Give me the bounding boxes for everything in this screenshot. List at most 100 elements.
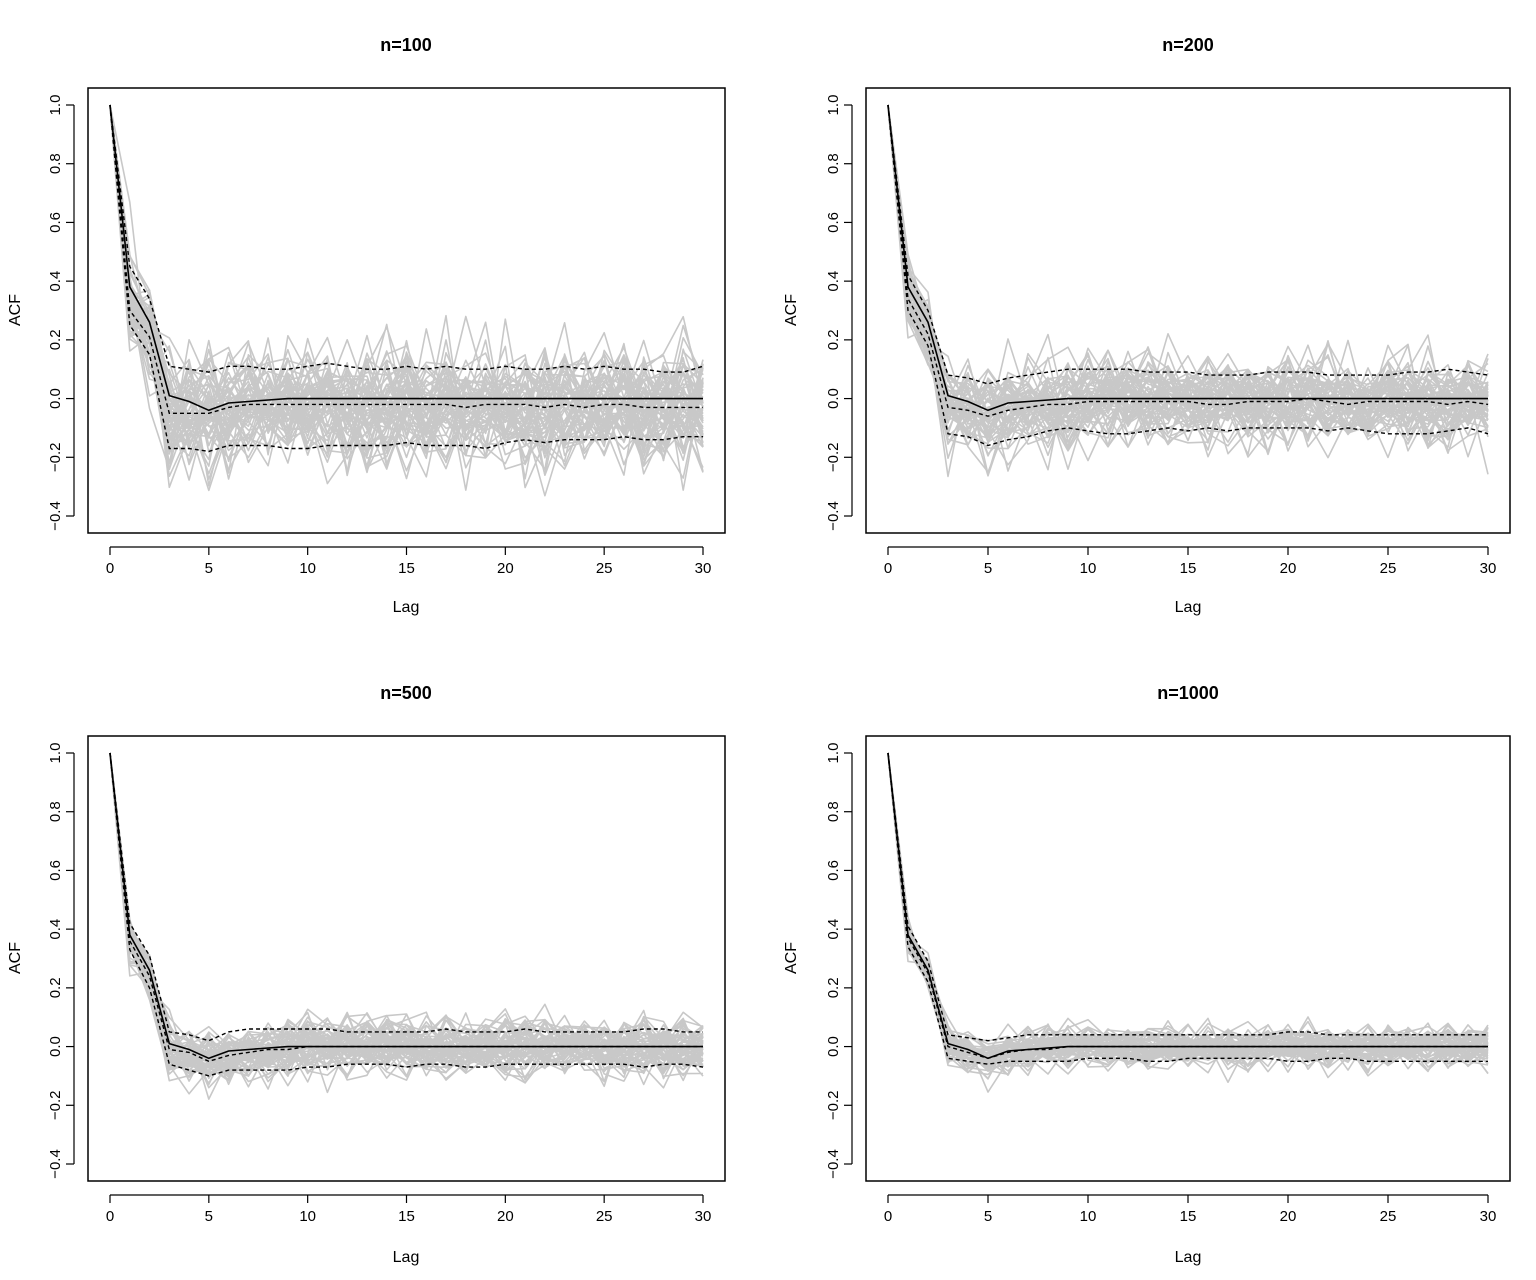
y-tick-label: 0.2 xyxy=(47,329,64,350)
simulation-line xyxy=(887,752,1489,1066)
simulation-line xyxy=(887,752,1489,1066)
upper-band-line xyxy=(887,104,1489,385)
x-tick-label: 25 xyxy=(596,560,613,577)
simulation-line xyxy=(887,752,1489,1080)
y-tick-label: 0.6 xyxy=(825,212,842,233)
simulation-line xyxy=(109,752,704,1076)
x-tick-label: 5 xyxy=(205,560,213,577)
simulation-line xyxy=(887,752,1489,1079)
mean-acf-line xyxy=(109,104,703,412)
lower-band-line xyxy=(109,104,703,453)
y-tick-label: −0.2 xyxy=(825,1090,842,1120)
simulation-line xyxy=(887,752,1489,1070)
y-tick-label: 1.0 xyxy=(47,743,64,764)
median-band-line xyxy=(887,752,1488,1060)
median-band-line xyxy=(887,104,1489,417)
simulation-line xyxy=(887,752,1489,1072)
y-tick-label: −0.4 xyxy=(47,1149,64,1179)
simulation-line xyxy=(109,752,704,1083)
x-tick-label: 0 xyxy=(106,560,114,577)
simulation-line xyxy=(887,104,1489,437)
x-tick-label: 15 xyxy=(398,1208,415,1225)
mean-acf-line xyxy=(109,752,703,1060)
y-tick-label: 1.0 xyxy=(825,743,842,764)
simulation-line xyxy=(887,752,1489,1072)
lower-band-line xyxy=(109,752,704,1077)
simulation-line xyxy=(887,752,1489,1063)
y-axis-label: ACF xyxy=(783,942,800,974)
upper-band-line xyxy=(109,104,704,373)
upper-band-line xyxy=(887,752,1488,1042)
panel-title: n=1000 xyxy=(1157,683,1219,703)
y-tick-label: 0.8 xyxy=(47,801,64,822)
y-tick-label: 0.4 xyxy=(47,271,64,292)
simulation-line xyxy=(887,752,1489,1059)
y-tick-label: 0.8 xyxy=(825,801,842,822)
y-tick-label: 0.0 xyxy=(47,388,64,409)
y-axis-label: ACF xyxy=(7,942,24,974)
y-tick-label: 0.0 xyxy=(47,1036,64,1057)
x-tick-label: 25 xyxy=(1380,1208,1397,1225)
simulation-line xyxy=(887,752,1489,1069)
mean-acf-line xyxy=(887,752,1488,1060)
panel-n1000: n=1000 Lag ACF 0 5 10 15 20 25 30 −0.4 −0.2 0.0 0.… xyxy=(783,683,1511,1266)
simulation-line xyxy=(887,752,1489,1065)
x-tick-label: 15 xyxy=(1180,560,1197,577)
simulation-line xyxy=(887,752,1489,1070)
lower-band-line xyxy=(887,752,1488,1065)
simulation-line xyxy=(887,752,1489,1072)
simulation-line xyxy=(887,752,1489,1073)
simulation-line xyxy=(887,752,1489,1072)
y-tick-label: 0.6 xyxy=(825,860,842,881)
simulation-line xyxy=(109,752,704,1076)
x-tick-label: 0 xyxy=(884,560,892,577)
simulation-line xyxy=(887,104,1489,458)
x-tick-label: 30 xyxy=(1480,1208,1497,1225)
y-tick-label: 0.6 xyxy=(47,212,64,233)
x-tick-label: 0 xyxy=(106,1208,114,1225)
simulation-line xyxy=(887,752,1489,1071)
simulation-line xyxy=(887,752,1489,1067)
simulation-line xyxy=(887,752,1489,1068)
simulation-line xyxy=(109,752,704,1079)
x-tick-label: 5 xyxy=(984,560,992,577)
y-axis-label: ACF xyxy=(7,294,24,326)
simulation-line xyxy=(887,752,1489,1068)
simulation-line xyxy=(887,752,1489,1066)
simulation-line xyxy=(887,752,1489,1077)
plot-frame xyxy=(87,735,726,1182)
simulation-line xyxy=(109,104,704,462)
simulation-line xyxy=(109,752,704,1072)
y-tick-label: 0.8 xyxy=(47,153,64,174)
x-axis-label: Lag xyxy=(1175,1249,1202,1266)
simulation-line xyxy=(887,752,1489,1067)
y-tick-label: 0.2 xyxy=(825,977,842,998)
panel-title: n=500 xyxy=(380,683,432,703)
simulation-line xyxy=(887,752,1489,1068)
simulation-line xyxy=(887,752,1489,1072)
plot-frame xyxy=(865,87,1511,534)
x-tick-label: 15 xyxy=(1180,1208,1197,1225)
y-tick-label: 0.4 xyxy=(47,919,64,940)
simulation-line xyxy=(887,104,1489,478)
y-tick-label: −0.4 xyxy=(825,501,842,531)
simulation-line xyxy=(887,752,1489,1069)
y-tick-label: 0.0 xyxy=(825,1036,842,1057)
y-tick-label: 1.0 xyxy=(825,95,842,116)
y-tick-label: 0.0 xyxy=(825,388,842,409)
simulation-line xyxy=(887,752,1489,1072)
simulation-line xyxy=(109,752,704,1070)
simulation-lines xyxy=(887,752,1489,1093)
simulation-line xyxy=(887,752,1489,1068)
simulation-line xyxy=(887,752,1489,1063)
simulation-line xyxy=(109,104,704,459)
simulation-line xyxy=(109,104,704,449)
simulation-line xyxy=(109,104,704,460)
simulation-line xyxy=(109,752,704,1071)
x-tick-label: 5 xyxy=(984,1208,992,1225)
y-tick-label: −0.2 xyxy=(825,442,842,472)
y-tick-label: −0.2 xyxy=(47,1090,64,1120)
simulation-line xyxy=(887,752,1489,1072)
x-tick-label: 15 xyxy=(398,560,415,577)
y-tick-label: 0.4 xyxy=(825,271,842,292)
